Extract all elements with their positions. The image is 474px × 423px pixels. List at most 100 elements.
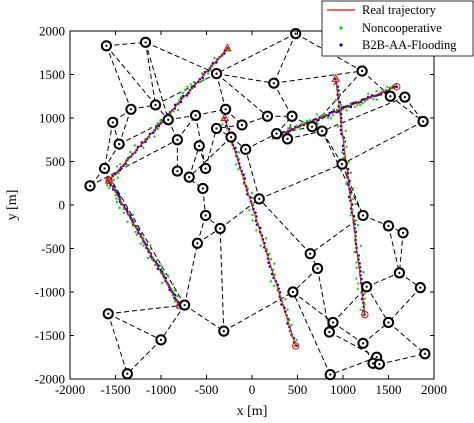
network-link [259,163,343,200]
anchor-node [324,369,336,381]
network-link [223,291,294,332]
noncooperative-point [284,297,287,301]
network-link [245,133,277,150]
network-link [106,41,146,47]
anchor-node-center [167,118,170,121]
x-axis-label: x [m] [237,404,268,419]
noncooperative-point [356,223,360,227]
anchor-node-center [88,184,92,187]
network-link [258,198,311,255]
anchor-node-center [215,72,218,75]
anchor-node [393,267,406,279]
anchor-node-center [320,129,324,133]
noncooperative-point [126,220,129,223]
noncooperative-point [347,161,350,164]
anchor-node-center [421,120,425,123]
noncooperative-point [173,289,176,292]
axis-ticks: -2000 -1500 -1000 -500 0 500 1000 1500 2000 -2000… [35,24,447,398]
anchor-node [236,119,248,131]
noncooperative-point [356,287,359,291]
anchor-node [102,308,114,320]
anchor-node-center [403,96,406,99]
noncooperative-point [115,197,118,200]
noncooperative-point [272,284,276,288]
anchor-node [373,358,385,370]
real-trajectory-line [275,86,397,137]
network-link [388,322,426,355]
noncooperative-point [351,187,355,190]
anchor-node-center [272,82,275,85]
noncooperative-point [264,237,268,240]
noncooperative-point [200,72,204,75]
network-link [104,168,186,306]
real-trajectory-line [335,78,366,315]
noncooperative-point [353,105,356,109]
noncooperative-point [159,119,162,122]
trajectory-end-marker [361,310,369,319]
anchor-node-center [219,227,222,230]
anchor-node-center [419,286,422,289]
noncooperative-point [160,267,164,270]
anchor-node-center [361,69,364,73]
noncooperative-point [122,211,126,214]
network-link [184,243,198,306]
anchor-node-center [204,167,207,170]
noncooperative-point [153,263,157,267]
anchor-node [155,334,167,346]
network-link [145,42,157,106]
noncooperative-point [179,95,183,99]
noncooperative-point [198,80,202,84]
noncooperative-point [353,250,356,254]
noncooperative-point [363,297,366,300]
noncooperative-point [300,122,304,126]
noncooperative-point [173,300,177,303]
noncooperative-point [286,308,289,311]
anchor-node [189,109,202,121]
legend: Real trajectory Noncooperative B2B-AA-Fl… [321,0,474,57]
anchor-node [210,122,223,135]
noncooperative-point [112,178,116,181]
legend-noncooperative-label: Noncooperative [362,21,442,35]
noncooperative-point [172,109,175,113]
noncooperative-point [150,258,154,261]
noncooperative-point [213,56,216,60]
y-tick-label: -500 [41,241,65,256]
anchor-node [261,110,274,122]
real-trajectory-line [108,180,181,307]
noncooperative-point [268,252,271,256]
noncooperative-point [357,282,360,285]
network-link [160,304,186,341]
anchor-node [199,209,212,222]
noncooperative-point [119,162,122,166]
anchor-node [327,316,339,329]
noncooperative-point [361,101,364,105]
noncooperative-point [361,313,365,317]
anchor-node-center [215,127,218,130]
anchor-node [171,134,183,146]
legend-noncooperative-swatch [339,26,343,30]
anchor-node [113,138,125,150]
noncooperative-point [118,206,121,210]
anchor-node [268,77,280,89]
anchor-node [162,114,174,126]
x-tick-label: 1000 [330,382,356,397]
noncooperative-point [288,318,291,322]
noncooperative-point [181,92,185,95]
noncooperative-point [353,218,357,222]
y-tick-label: 500 [46,154,66,169]
anchor-node [225,131,237,143]
noncooperative-point [273,262,276,265]
anchor-node [336,158,348,170]
noncooperative-point [131,224,135,228]
noncooperative-point [142,146,145,150]
noncooperative-point [349,214,352,217]
anchor-node [214,222,226,235]
noncooperative-point [156,122,159,125]
noncooperative-point [269,257,273,261]
anchor-node-center [291,290,295,294]
noncooperative-point [345,109,348,112]
x-tick-label: 500 [288,382,308,397]
noncooperative-point [354,202,357,206]
anchor-node-center [266,115,269,118]
